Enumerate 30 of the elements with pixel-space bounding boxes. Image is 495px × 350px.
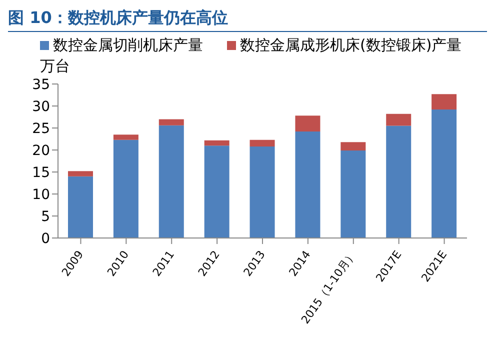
bar xyxy=(386,126,412,238)
bar xyxy=(68,176,93,238)
legend-label: 数控金属成形机床(数控锻床)产量 xyxy=(239,36,462,55)
y-tick-label: 25 xyxy=(32,120,50,137)
bar xyxy=(204,146,230,238)
y-tick-label: 20 xyxy=(32,142,50,159)
y-tick-label: 5 xyxy=(41,208,50,225)
legend-label: 数控金属切削机床产量 xyxy=(52,36,203,55)
y-axis-title: 万台 xyxy=(39,57,71,76)
y-tick-label: 35 xyxy=(32,76,50,93)
y-tick-label: 0 xyxy=(41,230,50,247)
bar xyxy=(295,116,320,132)
bar xyxy=(68,171,93,176)
bar xyxy=(250,146,275,238)
bar xyxy=(295,132,320,238)
bar xyxy=(340,142,366,150)
y-tick-label: 10 xyxy=(32,186,50,203)
y-tick-label: 15 xyxy=(32,164,50,181)
bar xyxy=(113,134,138,140)
bar xyxy=(432,110,457,238)
bar xyxy=(204,140,230,146)
y-tick-label: 30 xyxy=(32,98,50,115)
bar xyxy=(158,119,184,126)
chart-title: 图 10：数控机床产量仍在高位 xyxy=(8,8,487,32)
bar xyxy=(432,94,457,110)
bar xyxy=(158,125,184,238)
bar xyxy=(250,140,275,146)
bar xyxy=(386,114,412,126)
bar xyxy=(340,150,366,238)
bar xyxy=(113,140,138,238)
